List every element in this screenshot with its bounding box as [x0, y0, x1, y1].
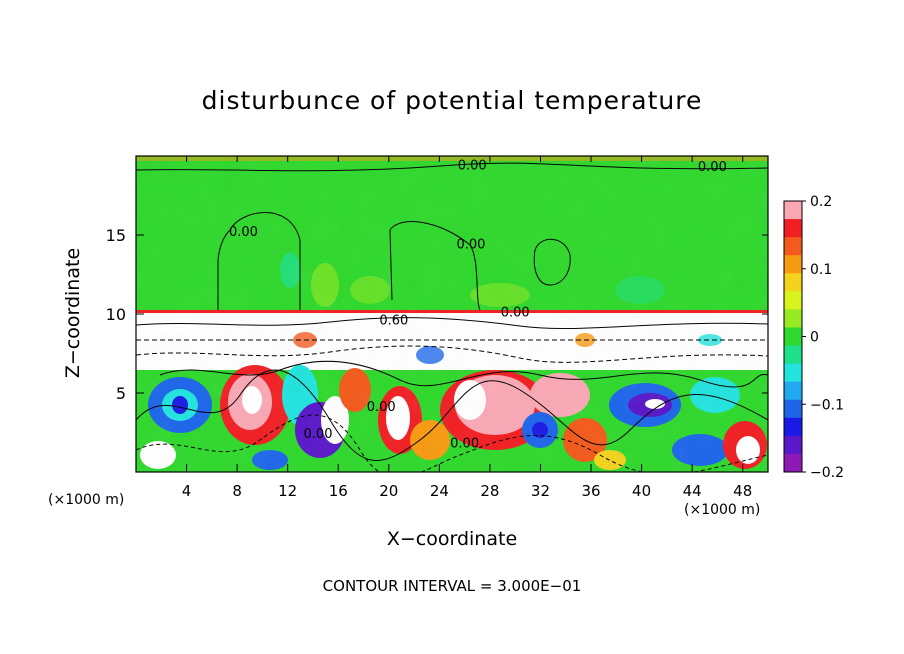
- contour-interval-note: CONTOUR INTERVAL = 3.000E−01: [322, 577, 582, 595]
- contour-label: 0.60: [379, 313, 408, 328]
- contour-label: 0.00: [501, 305, 530, 320]
- colorbar-swatch: [784, 309, 802, 328]
- colorbar-swatch: [784, 291, 802, 310]
- colorbar-swatch: [784, 453, 802, 473]
- x-tick-label: 36: [581, 482, 600, 500]
- field-layers: [136, 156, 768, 472]
- x-unit-right: (×1000 m): [684, 502, 761, 518]
- colorbar-tick-label: −0.1: [810, 397, 844, 413]
- contour-label: 0.00: [229, 225, 258, 240]
- colorbar-swatch: [784, 435, 802, 455]
- colorbar-swatch: [784, 219, 802, 238]
- colorbar-swatch: [784, 273, 802, 292]
- x-tick-label: 32: [531, 482, 550, 500]
- colorbar-swatch: [784, 417, 802, 437]
- contour-label: 0.00: [456, 237, 485, 252]
- colorbar-swatch: [784, 345, 802, 365]
- x-tick-label: 20: [379, 482, 398, 500]
- colorbar-tick-label: 0.1: [810, 262, 832, 278]
- colorbar: 0.2 0.1 0 −0.1 −0.2: [783, 194, 844, 481]
- x-tick-label: 28: [480, 482, 499, 500]
- colorbar-swatch: [784, 237, 802, 256]
- colorbar-swatch: [784, 255, 802, 274]
- y-axis: 5 10 15: [106, 226, 768, 403]
- y-tick-label: 5: [116, 384, 126, 403]
- colorbar-tick-label: 0: [810, 330, 819, 346]
- contour-labels: 0.00 0.00 0.00 0.00 0.00 0.60 0.00 0.00 0.00: [229, 158, 727, 452]
- x-axis: 4 8 12 16 20 24 28 32 36 40 44 48: [182, 156, 752, 500]
- x-tick-label: 16: [329, 482, 348, 500]
- x-axis-label: X−coordinate: [386, 528, 518, 550]
- x-tick-label: 44: [683, 482, 702, 500]
- x-tick-label: 12: [278, 482, 297, 500]
- contour-label: 0.00: [458, 158, 487, 173]
- contour-label: 0.00: [698, 160, 727, 175]
- y-tick-label: 10: [106, 305, 126, 324]
- y-axis-label: Z−coordinate: [62, 247, 84, 379]
- contour-label: 0.00: [367, 400, 396, 415]
- colorbar-swatch: [784, 399, 802, 419]
- colorbar-swatch: [784, 381, 802, 401]
- contour-label: 0.00: [450, 437, 479, 452]
- colorbar-tick-label: −0.2: [810, 465, 844, 481]
- x-tick-label: 40: [632, 482, 651, 500]
- y-tick-label: 15: [106, 226, 126, 245]
- x-unit-left: (×1000 m): [48, 492, 125, 508]
- colorbar-swatch: [784, 363, 802, 383]
- colorbar-tick-label: 0.2: [810, 194, 832, 210]
- x-tick-label: 4: [182, 482, 192, 500]
- x-tick-label: 48: [733, 482, 752, 500]
- contour-label: 0.00: [304, 427, 333, 442]
- chart-title: disturbunce of potential temperature: [201, 86, 703, 115]
- x-tick-label: 8: [232, 482, 242, 500]
- colorbar-swatch: [784, 327, 802, 347]
- colorbar-swatch: [784, 201, 802, 220]
- x-tick-label: 24: [430, 482, 449, 500]
